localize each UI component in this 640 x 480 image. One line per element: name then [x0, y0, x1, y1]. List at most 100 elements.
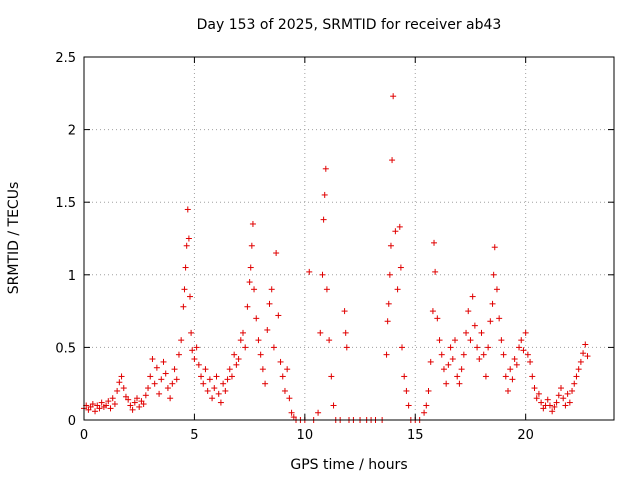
- data-point: [103, 402, 110, 409]
- data-point: [231, 351, 238, 358]
- data-point: [116, 379, 123, 386]
- data-point: [343, 344, 350, 351]
- data-point: [200, 380, 207, 387]
- data-point: [140, 401, 147, 408]
- y-axis-label: SRMTID / TECUs: [6, 181, 22, 295]
- data-point: [187, 293, 193, 300]
- data-point: [195, 361, 202, 368]
- data-point: [182, 264, 189, 271]
- data-point: [390, 93, 397, 100]
- data-point: [96, 405, 103, 412]
- data-point: [476, 356, 483, 363]
- data-point: [582, 341, 589, 348]
- data-point: [458, 366, 465, 373]
- data-point: [319, 271, 326, 278]
- data-point: [551, 403, 558, 410]
- data-point: [275, 312, 282, 319]
- data-point: [535, 390, 542, 397]
- data-point: [564, 390, 571, 397]
- data-point: [323, 286, 330, 293]
- data-point: [151, 380, 158, 387]
- data-point: [553, 399, 560, 406]
- data-point: [209, 395, 216, 402]
- data-point: [262, 380, 269, 387]
- data-point: [107, 405, 114, 412]
- data-point: [185, 235, 192, 242]
- data-point: [524, 351, 531, 358]
- data-point: [529, 373, 536, 380]
- data-point: [255, 337, 262, 344]
- data-point: [396, 223, 403, 230]
- data-point: [213, 373, 220, 380]
- chart-title: Day 153 of 2025, SRMTID for receiver ab4…: [196, 17, 502, 33]
- data-point: [244, 303, 251, 310]
- data-point: [240, 329, 246, 336]
- data-point: [520, 347, 527, 354]
- data-point: [493, 286, 500, 293]
- data-point: [507, 366, 514, 373]
- data-point: [549, 408, 556, 415]
- data-point: [160, 358, 167, 365]
- data-point: [320, 216, 327, 223]
- data-point: [226, 366, 233, 373]
- data-point: [220, 380, 227, 387]
- data-point: [224, 376, 231, 383]
- data-point: [191, 356, 198, 363]
- data-point: [105, 398, 112, 405]
- data-point: [315, 409, 322, 416]
- data-point: [401, 373, 408, 380]
- x-tick-label: 0: [80, 428, 88, 443]
- data-point: [454, 373, 461, 380]
- data-point: [169, 380, 176, 387]
- data-point: [322, 165, 329, 172]
- data-point: [156, 390, 163, 397]
- data-point: [571, 380, 578, 387]
- data-point: [321, 191, 328, 198]
- data-point: [562, 402, 569, 409]
- data-point: [531, 385, 538, 392]
- data-point: [198, 373, 205, 380]
- data-point: [474, 344, 481, 351]
- x-tick-label: 20: [517, 428, 534, 443]
- data-point: [425, 387, 432, 394]
- x-tick-label: 5: [190, 428, 198, 443]
- data-point: [460, 351, 467, 358]
- data-point: [445, 361, 452, 368]
- data-point: [511, 356, 518, 363]
- data-point: [403, 387, 410, 394]
- data-point: [129, 406, 136, 413]
- data-point: [342, 329, 349, 336]
- data-point: [328, 373, 335, 380]
- data-point: [257, 351, 264, 358]
- data-points: [81, 93, 591, 423]
- data-point: [469, 293, 476, 300]
- data-point: [253, 315, 260, 322]
- data-point: [502, 373, 509, 380]
- data-point: [109, 395, 116, 402]
- data-point: [560, 395, 567, 402]
- data-point: [489, 300, 496, 307]
- data-point: [189, 347, 196, 354]
- data-point: [270, 344, 277, 351]
- data-point: [233, 361, 240, 368]
- data-point: [279, 373, 286, 380]
- data-point: [180, 303, 187, 310]
- data-point: [175, 351, 182, 358]
- data-point: [341, 308, 348, 315]
- data-point: [491, 244, 498, 251]
- data-point: [443, 380, 450, 387]
- data-point: [522, 329, 529, 336]
- y-tick-label: 0.5: [55, 341, 76, 356]
- data-point: [131, 399, 138, 406]
- data-point: [566, 399, 573, 406]
- data-point: [247, 264, 254, 271]
- data-point: [127, 402, 134, 409]
- data-point: [193, 344, 200, 351]
- data-point: [478, 329, 485, 336]
- data-point: [286, 395, 293, 402]
- axis-ticks: 0 5 10 15 20 0 0.5 1 1.5 2 2.5: [55, 51, 614, 443]
- x-tick-label: 10: [297, 428, 314, 443]
- data-point: [222, 387, 229, 394]
- data-point: [436, 337, 443, 344]
